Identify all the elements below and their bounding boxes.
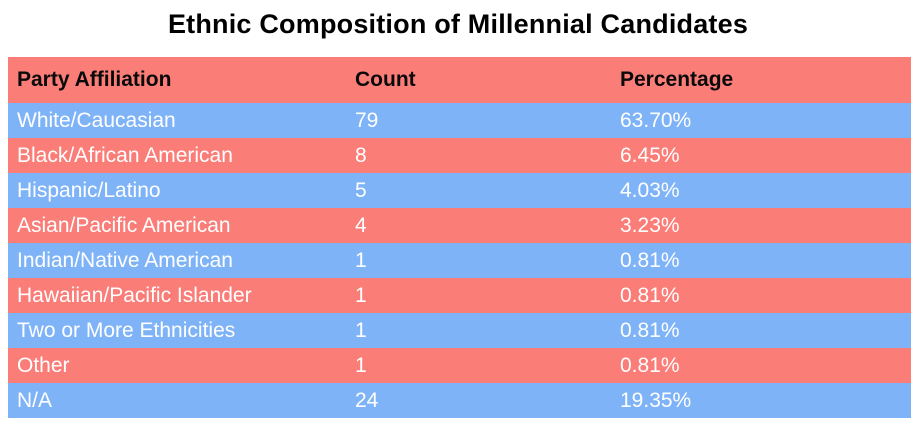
row-percentage-cell: 63.70% — [620, 108, 692, 132]
row-label-cell: Indian/Native American — [17, 248, 233, 272]
row-percentage-cell: 4.03% — [620, 178, 680, 202]
row-label-cell: White/Caucasian — [17, 108, 176, 132]
page-title: Ethnic Composition of Millennial Candida… — [167, 9, 749, 39]
row-percentage-cell: 0.81% — [620, 353, 680, 377]
row-count-cell: 8 — [355, 143, 367, 167]
row-label-cell: Asian/Pacific American — [17, 213, 231, 237]
table-row: Other 1 0.81% — [8, 348, 911, 383]
row-percentage-cell: 0.81% — [620, 248, 680, 272]
header-cell-party-affiliation: Party Affiliation — [17, 68, 172, 91]
row-percentage-cell: 3.23% — [620, 213, 680, 237]
row-label-cell: Other — [17, 353, 70, 377]
table-row: Hispanic/Latino 5 4.03% — [8, 173, 911, 208]
row-label-cell: Hispanic/Latino — [17, 178, 161, 202]
row-count-cell: 24 — [355, 388, 379, 412]
row-label-cell: Hawaiian/Pacific Islander — [17, 283, 252, 307]
table-row: N/A 24 19.35% — [8, 383, 911, 418]
row-count-cell: 5 — [355, 178, 367, 202]
header-cell-count: Count — [355, 68, 416, 91]
row-percentage-cell: 0.81% — [620, 318, 680, 342]
row-label-cell: Black/African American — [17, 143, 233, 167]
table-header-row: Party Affiliation Count Percentage — [8, 57, 911, 103]
ethnic-composition-table: Party Affiliation Count Percentage White… — [8, 57, 911, 418]
row-count-cell: 4 — [355, 213, 367, 237]
table-row: Hawaiian/Pacific Islander 1 0.81% — [8, 278, 911, 313]
row-percentage-cell: 0.81% — [620, 283, 680, 307]
row-count-cell: 1 — [355, 318, 367, 342]
row-count-cell: 1 — [355, 248, 367, 272]
table-row: Indian/Native American 1 0.81% — [8, 243, 911, 278]
row-label-cell: Two or More Ethnicities — [17, 318, 236, 342]
row-percentage-cell: 19.35% — [620, 388, 692, 412]
header-cell-percentage: Percentage — [620, 68, 734, 91]
row-count-cell: 79 — [355, 108, 379, 132]
table-row: Black/African American 8 6.45% — [8, 138, 911, 173]
row-label-cell: N/A — [17, 388, 53, 412]
row-count-cell: 1 — [355, 353, 367, 377]
table-row: Asian/Pacific American 4 3.23% — [8, 208, 911, 243]
table-row: Two or More Ethnicities 1 0.81% — [8, 313, 911, 348]
row-percentage-cell: 6.45% — [620, 143, 680, 167]
table-row: White/Caucasian 79 63.70% — [8, 103, 911, 138]
row-count-cell: 1 — [355, 283, 367, 307]
